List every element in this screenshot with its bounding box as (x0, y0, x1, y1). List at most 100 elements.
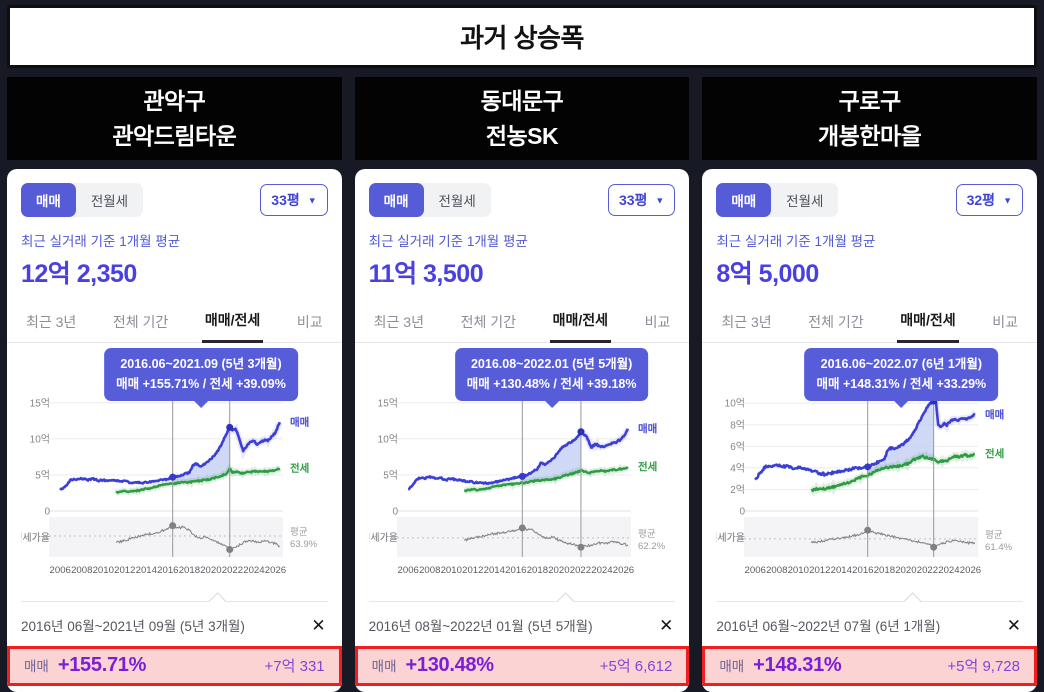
svg-text:2006: 2006 (50, 565, 71, 576)
sale-change-percent: +155.71% (57, 654, 147, 676)
svg-text:2010: 2010 (440, 565, 461, 576)
chart-tabs: 최근 3년 전체 기간 매매/전세 비교 (702, 301, 1037, 343)
selected-period: 2016년 06월~2022년 07월 (6년 1개월) (716, 619, 941, 634)
chart-canvas[interactable]: 10억 8억 6억 4억 2억 0 전세가율 200620082010201220142016… (716, 397, 1020, 587)
svg-text:2012: 2012 (462, 565, 483, 576)
chart-canvas[interactable]: 15억 10억 5억 0 전세가율 200620082010201220142016201… (21, 397, 325, 587)
tab-compare[interactable]: 비교 (296, 314, 323, 330)
tab-recent-3y[interactable]: 최근 3년 (26, 314, 77, 330)
svg-text:5억: 5억 (35, 469, 50, 481)
price-history-chart[interactable]: 2016.06~2021.09 (5년 3개월) 매매 +155.71% / 전… (21, 343, 328, 587)
rent-toggle-button[interactable]: 전월세 (786, 194, 824, 209)
tab-compare[interactable]: 비교 (992, 314, 1018, 330)
sale-toggle-button[interactable]: 매매 (368, 183, 424, 217)
chart-tabs: 최근 3년 전체 기간 매매/전세 비교 (7, 301, 342, 343)
svg-text:15억: 15억 (377, 397, 397, 409)
average-price: 8억 5,000 (716, 260, 819, 288)
comparison-page: 과거 상승폭 관악구 관악드림타운 동대문구 전농SK 구로구 개봉한마을 매매… (0, 5, 1044, 692)
tooltip-change: 매매 +130.48% / 전세 +39.18% (466, 377, 637, 391)
average-price: 12억 2,350 (21, 260, 137, 288)
sale-toggle-button[interactable]: 매매 (716, 183, 772, 217)
svg-text:2026: 2026 (612, 565, 633, 576)
svg-text:0: 0 (44, 507, 50, 518)
page-title: 과거 상승폭 (7, 5, 1037, 68)
sale-change-amount: +7억 331 (264, 658, 325, 675)
svg-text:2012: 2012 (809, 565, 830, 576)
tooltip-period: 2016.06~2022.07 (6년 1개월) (820, 357, 982, 371)
size-dropdown-value: 33평 (618, 192, 648, 208)
chevron-down-icon: ▼ (655, 195, 665, 206)
selected-period: 2016년 08월~2022년 01월 (5년 5개월) (368, 619, 593, 634)
svg-text:2020: 2020 (548, 565, 569, 576)
close-icon[interactable]: ✕ (311, 615, 326, 635)
svg-text:2014: 2014 (831, 565, 853, 576)
close-icon[interactable]: ✕ (1006, 615, 1021, 635)
jeonse-change-row: 전세 +39.09% +1억 5,246 (21, 686, 328, 692)
size-dropdown-value: 32평 (966, 192, 996, 208)
tab-sale-jeonse[interactable]: 매매/전세 (549, 301, 611, 343)
tooltip-change: 매매 +148.31% / 전세 +33.29% (816, 377, 987, 391)
tab-recent-3y[interactable]: 최근 3년 (373, 314, 424, 330)
card-top-bar: 매매 전월세 33평 ▼ (368, 183, 676, 217)
svg-text:63.9%: 63.9% (290, 539, 318, 550)
svg-text:전세: 전세 (290, 461, 309, 474)
price-history-chart[interactable]: 2016.06~2022.07 (6년 1개월) 매매 +148.31% / 전… (716, 343, 1023, 587)
svg-text:6억: 6억 (731, 441, 746, 453)
svg-text:10억: 10억 (725, 398, 745, 410)
tooltip-change: 매매 +155.71% / 전세 +39.09% (116, 377, 286, 391)
rent-toggle-button[interactable]: 전월세 (90, 194, 129, 209)
size-dropdown[interactable]: 32평 ▼ (955, 184, 1023, 216)
sale-label: 매매 (371, 659, 397, 674)
svg-text:0: 0 (740, 507, 746, 518)
tab-full-period[interactable]: 전체 기간 (460, 314, 516, 330)
svg-text:전세가율: 전세가율 (716, 532, 745, 544)
selected-period: 2016년 06월~2021년 09월 (5년 3개월) (21, 619, 245, 634)
svg-text:평균: 평균 (985, 530, 1003, 541)
svg-text:매매: 매매 (638, 422, 657, 435)
tab-compare[interactable]: 비교 (644, 314, 671, 330)
price-caption: 최근 실거래 기준 1개월 평균 (716, 234, 876, 249)
region-name: 동대문구 (480, 88, 564, 114)
svg-text:10억: 10억 (377, 433, 397, 445)
svg-text:2026: 2026 (265, 565, 286, 576)
range-summary: 2016년 06월~2022년 07월 (6년 1개월) ✕ 매매 +148.3… (702, 592, 1037, 692)
close-icon[interactable]: ✕ (659, 615, 674, 635)
svg-text:2016: 2016 (853, 565, 874, 576)
panel-header-dongdaemun: 동대문구 전농SK (354, 77, 690, 160)
complex-name: 개봉한마을 (818, 122, 922, 149)
sale-toggle-button[interactable]: 매매 (21, 183, 76, 217)
svg-text:2010: 2010 (788, 565, 809, 576)
chevron-down-icon: ▼ (307, 195, 317, 206)
size-dropdown[interactable]: 33평 ▼ (607, 184, 676, 216)
sale-change-amount: +5억 9,728 (947, 658, 1020, 675)
svg-text:2020: 2020 (200, 565, 221, 576)
panel-headers: 관악구 관악드림타운 동대문구 전농SK 구로구 개봉한마을 (0, 77, 1044, 160)
sale-change-row: 매매 +148.31% +5억 9,728 (702, 646, 1037, 686)
panel-header-guro: 구로구 개봉한마을 (702, 77, 1037, 160)
range-summary: 2016년 06월~2021년 09월 (5년 3개월) ✕ 매매 +155.7… (7, 592, 342, 692)
rent-toggle-button[interactable]: 전월세 (438, 194, 476, 209)
tab-sale-jeonse[interactable]: 매매/전세 (897, 301, 959, 343)
sale-change-row: 매매 +130.48% +5억 6,612 (354, 646, 690, 686)
tab-sale-jeonse[interactable]: 매매/전세 (201, 301, 264, 343)
svg-text:2020: 2020 (896, 565, 917, 576)
range-tooltip: 2016.06~2022.07 (6년 1개월) 매매 +148.31% / 전… (804, 348, 999, 401)
svg-text:2008: 2008 (419, 565, 440, 576)
svg-text:61.4%: 61.4% (985, 542, 1013, 553)
tab-recent-3y[interactable]: 최근 3년 (721, 314, 772, 330)
tab-full-period[interactable]: 전체 기간 (808, 314, 864, 330)
price-history-chart[interactable]: 2016.08~2022.01 (5년 5개월) 매매 +130.48% / 전… (369, 343, 676, 587)
svg-text:2012: 2012 (114, 565, 135, 576)
svg-text:2024: 2024 (591, 565, 613, 576)
period-row: 2016년 06월~2022년 07월 (6년 1개월) ✕ (716, 602, 1023, 644)
chart-tabs: 최근 3년 전체 기간 매매/전세 비교 (354, 301, 690, 343)
size-dropdown[interactable]: 33평 ▼ (260, 184, 328, 216)
price-caption: 최근 실거래 기준 1개월 평균 (368, 234, 528, 249)
tab-full-period[interactable]: 전체 기간 (112, 314, 169, 330)
svg-text:15억: 15억 (30, 397, 50, 409)
complex-panel-card: 매매 전월세 32평 ▼ 최근 실거래 기준 1개월 평균 8억 5,000 최… (702, 169, 1037, 692)
price-caption: 최근 실거래 기준 1개월 평균 (21, 234, 181, 249)
chart-canvas[interactable]: 15억 10억 5억 0 전세가율 200620082010201220142016201… (369, 397, 673, 587)
panel-header-gwanak: 관악구 관악드림타운 (7, 77, 342, 160)
svg-text:2018: 2018 (874, 565, 895, 576)
